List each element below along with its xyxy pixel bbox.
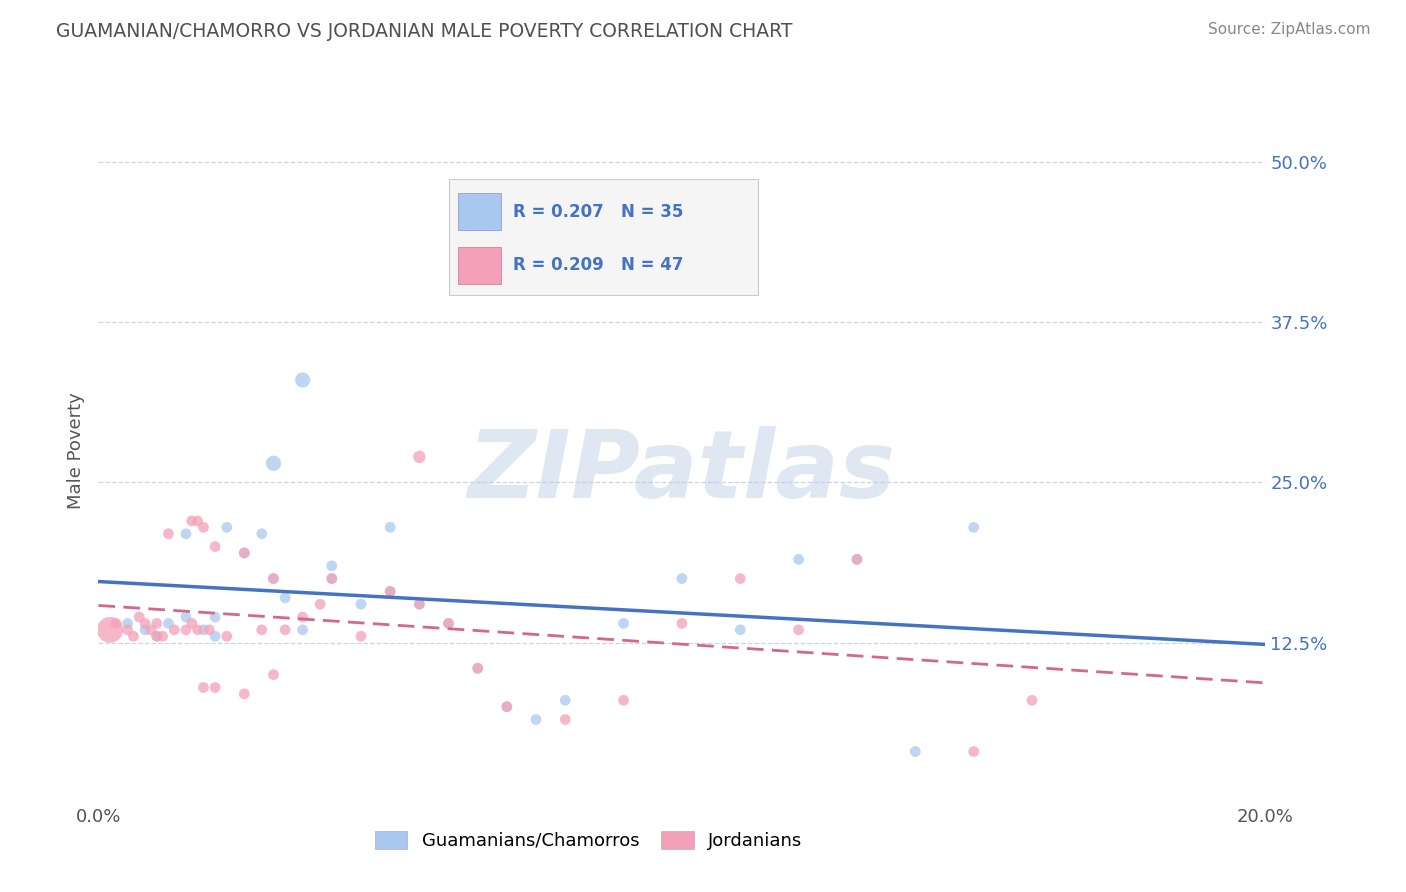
Point — [128, 610, 150, 624]
Point — [408, 450, 430, 464]
Point — [233, 687, 256, 701]
Point — [263, 456, 285, 470]
Point — [408, 597, 430, 611]
Point — [554, 713, 576, 727]
Point — [291, 610, 314, 624]
Point — [250, 623, 273, 637]
Point — [1021, 693, 1043, 707]
Point — [730, 623, 752, 637]
Point — [274, 623, 297, 637]
Point — [180, 514, 202, 528]
Y-axis label: Male Poverty: Male Poverty — [66, 392, 84, 508]
Point — [117, 623, 139, 637]
Point — [467, 661, 489, 675]
Point — [846, 552, 869, 566]
Point — [98, 623, 121, 637]
Point — [134, 623, 156, 637]
Point — [350, 597, 373, 611]
Point — [157, 616, 180, 631]
Point — [263, 667, 285, 681]
Point — [163, 623, 186, 637]
Point — [437, 616, 460, 631]
FancyBboxPatch shape — [458, 247, 501, 284]
Point — [180, 616, 202, 631]
Point — [233, 546, 256, 560]
Point — [291, 623, 314, 637]
Point — [198, 623, 221, 637]
Point — [613, 616, 636, 631]
Point — [496, 699, 519, 714]
Point — [380, 584, 402, 599]
Point — [204, 540, 226, 554]
Point — [187, 514, 209, 528]
Point — [193, 520, 215, 534]
Point — [174, 526, 197, 541]
Point — [122, 629, 145, 643]
Point — [263, 572, 285, 586]
Point — [408, 597, 430, 611]
Point — [215, 520, 238, 534]
Point — [524, 713, 547, 727]
Point — [146, 629, 169, 643]
Point — [730, 572, 752, 586]
Point — [904, 745, 927, 759]
Point — [962, 520, 984, 534]
Point — [174, 610, 197, 624]
Point — [309, 597, 332, 611]
Point — [613, 693, 636, 707]
Point — [233, 546, 256, 560]
Point — [134, 616, 156, 631]
Point — [193, 681, 215, 695]
Point — [350, 629, 373, 643]
Point — [321, 572, 343, 586]
Point — [139, 623, 162, 637]
Point — [321, 558, 343, 573]
Text: ZIPatlas: ZIPatlas — [468, 425, 896, 517]
Text: R = 0.209   N = 47: R = 0.209 N = 47 — [513, 256, 683, 274]
Point — [250, 526, 273, 541]
Point — [204, 610, 226, 624]
Point — [204, 629, 226, 643]
Text: Source: ZipAtlas.com: Source: ZipAtlas.com — [1208, 22, 1371, 37]
Point — [152, 629, 174, 643]
Point — [274, 591, 297, 605]
Point — [174, 623, 197, 637]
Point — [104, 616, 127, 631]
Point — [146, 616, 169, 631]
Point — [215, 629, 238, 643]
Point — [671, 572, 693, 586]
Point — [671, 616, 693, 631]
Point — [554, 693, 576, 707]
Point — [846, 552, 869, 566]
Point — [193, 623, 215, 637]
Text: GUAMANIAN/CHAMORRO VS JORDANIAN MALE POVERTY CORRELATION CHART: GUAMANIAN/CHAMORRO VS JORDANIAN MALE POV… — [56, 22, 793, 41]
Point — [291, 373, 314, 387]
Point — [467, 661, 489, 675]
Point — [157, 526, 180, 541]
Point — [187, 623, 209, 637]
Point — [437, 616, 460, 631]
Point — [787, 623, 810, 637]
Point — [380, 584, 402, 599]
Point — [962, 745, 984, 759]
Point — [263, 572, 285, 586]
Point — [117, 616, 139, 631]
Point — [380, 520, 402, 534]
Point — [321, 572, 343, 586]
Text: R = 0.207   N = 35: R = 0.207 N = 35 — [513, 203, 683, 221]
Point — [146, 629, 169, 643]
FancyBboxPatch shape — [458, 194, 501, 230]
Legend: Guamanians/Chamorros, Jordanians: Guamanians/Chamorros, Jordanians — [367, 823, 810, 857]
Point — [204, 681, 226, 695]
Point — [787, 552, 810, 566]
Point — [496, 699, 519, 714]
